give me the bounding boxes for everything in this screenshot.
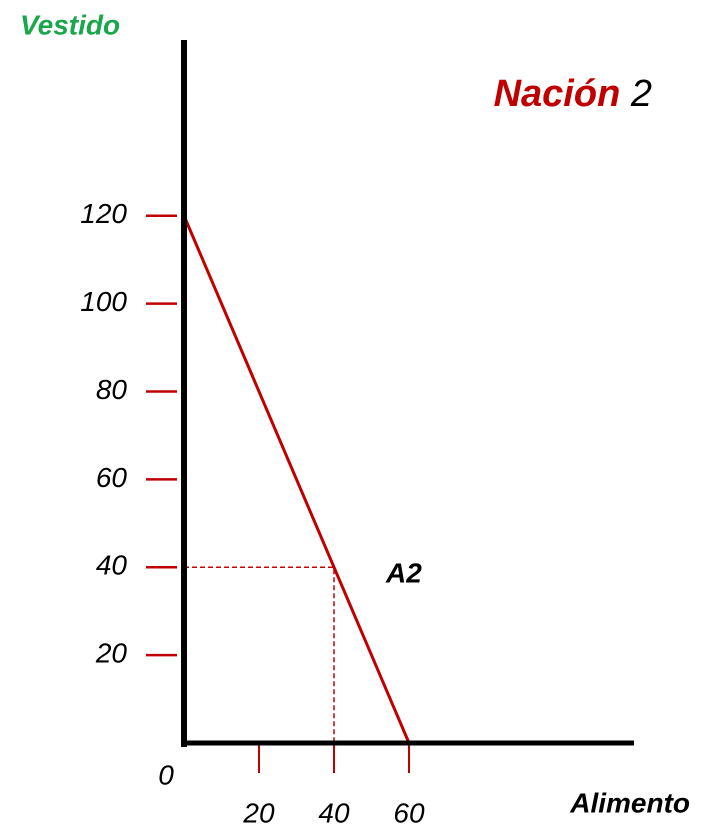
y-axis-label: Vestido: [20, 9, 120, 40]
chart-title: Nación 2: [494, 73, 652, 115]
y-tick-label: 100: [80, 286, 127, 317]
x-tick-label: 40: [318, 797, 350, 828]
x-axis-label: Alimento: [569, 787, 690, 818]
origin-label: 0: [158, 759, 174, 790]
y-tick-label: 120: [80, 198, 127, 229]
y-tick-label: 80: [96, 374, 128, 405]
guide-line: [184, 566, 335, 743]
y-tick-label: 60: [96, 462, 128, 493]
title-main: Nación: [494, 73, 621, 115]
y-tick-label: 20: [95, 638, 128, 669]
x-tick-label: 20: [242, 797, 275, 828]
annotation-label: A2: [385, 558, 422, 589]
y-tick-label: 40: [96, 550, 128, 581]
x-tick-label: 60: [393, 797, 425, 828]
series-line: [182, 215, 411, 744]
title-number: 2: [630, 73, 652, 115]
